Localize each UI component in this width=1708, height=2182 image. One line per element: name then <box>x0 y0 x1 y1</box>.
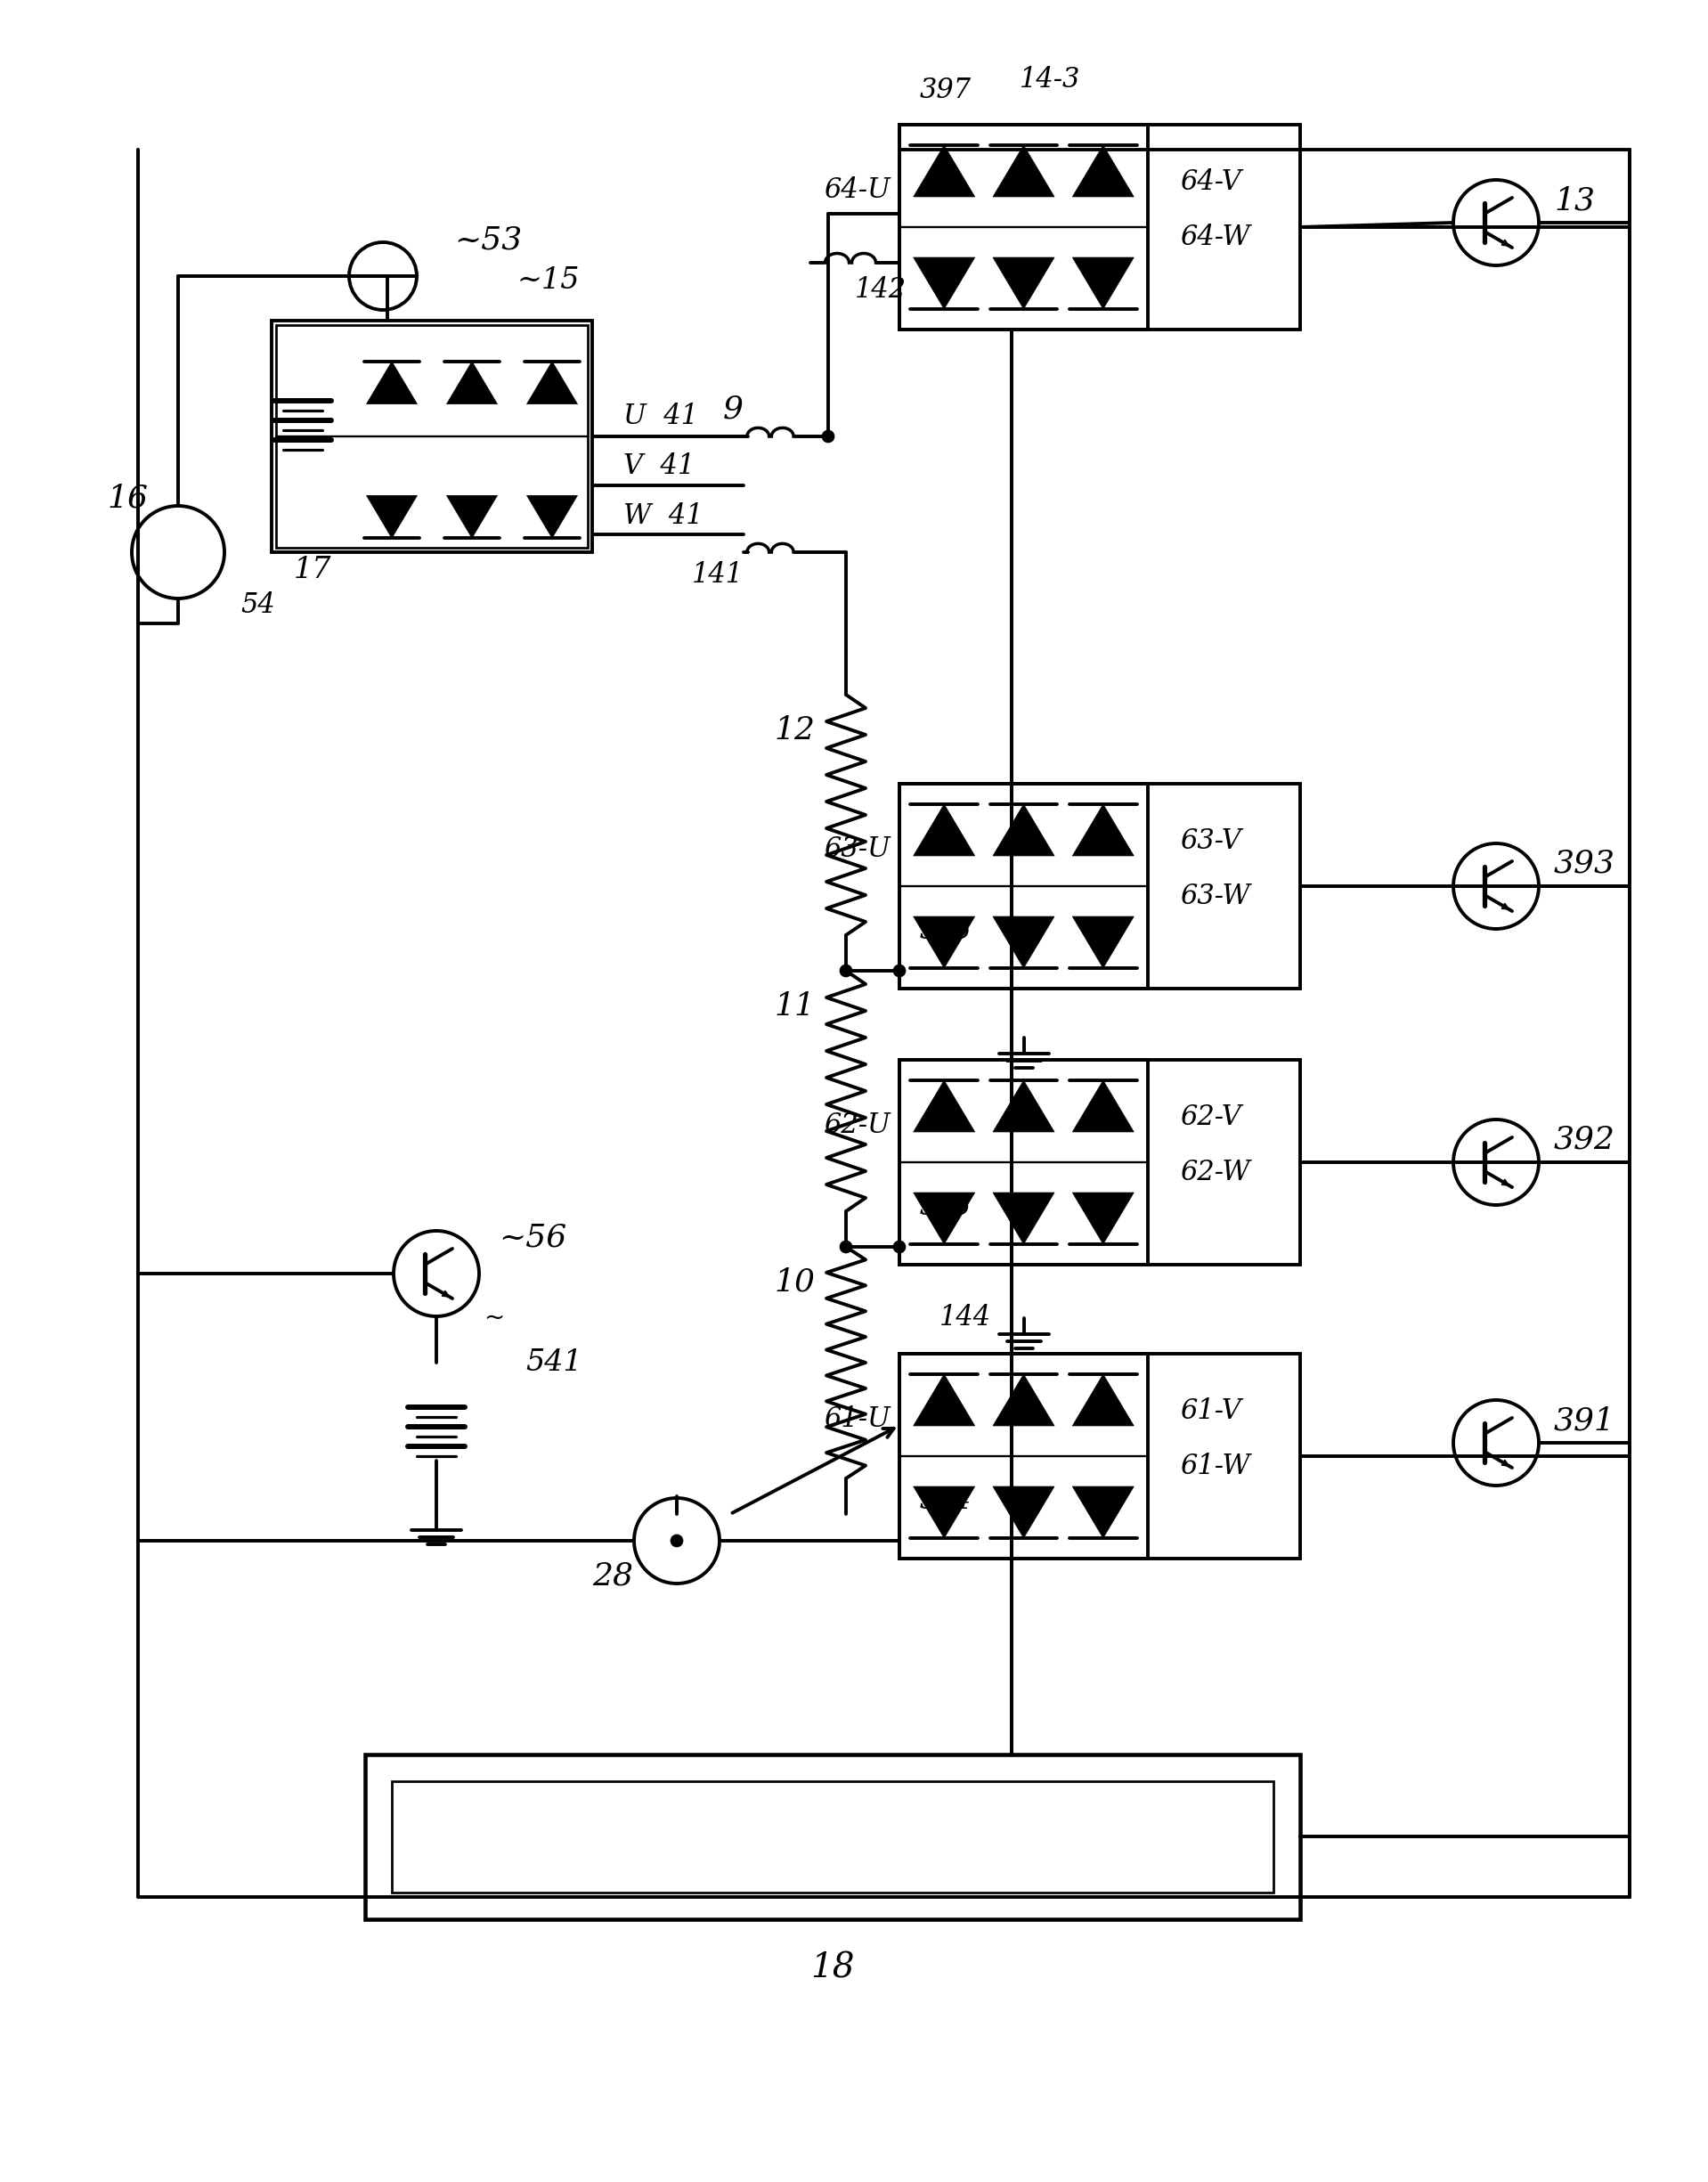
Polygon shape <box>914 1375 975 1425</box>
Bar <box>272 321 593 552</box>
Polygon shape <box>914 1080 975 1132</box>
Polygon shape <box>1073 1194 1134 1244</box>
Text: ~: ~ <box>483 1307 504 1331</box>
Bar <box>900 1353 1300 1558</box>
Polygon shape <box>367 362 417 404</box>
Polygon shape <box>1073 1486 1134 1538</box>
Polygon shape <box>992 1194 1054 1244</box>
Text: 61-V: 61-V <box>1180 1396 1242 1425</box>
Circle shape <box>348 242 417 310</box>
Bar <box>900 124 1148 329</box>
Polygon shape <box>1073 916 1134 969</box>
Circle shape <box>1454 844 1539 930</box>
Text: V  41: V 41 <box>623 452 695 480</box>
Polygon shape <box>446 495 497 539</box>
Text: 18: 18 <box>811 1951 854 1986</box>
Polygon shape <box>992 1486 1054 1538</box>
Polygon shape <box>1073 1080 1134 1132</box>
Polygon shape <box>1073 257 1134 310</box>
Polygon shape <box>992 1375 1054 1425</box>
Text: 12: 12 <box>774 716 815 746</box>
Polygon shape <box>1073 146 1134 196</box>
Polygon shape <box>914 257 975 310</box>
Circle shape <box>840 964 852 978</box>
Text: 394: 394 <box>919 1488 972 1514</box>
Text: 61-U: 61-U <box>823 1405 890 1434</box>
Text: 62-U: 62-U <box>823 1111 890 1139</box>
Polygon shape <box>992 1080 1054 1132</box>
Text: 9: 9 <box>722 395 743 425</box>
Text: 16: 16 <box>108 484 149 515</box>
Text: 396: 396 <box>919 916 972 945</box>
Bar <box>900 124 1300 329</box>
Text: 17: 17 <box>294 556 331 585</box>
Polygon shape <box>367 495 417 539</box>
Circle shape <box>132 506 224 598</box>
Text: 64-V: 64-V <box>1180 168 1242 196</box>
Text: 141: 141 <box>692 561 743 589</box>
Circle shape <box>1454 179 1539 266</box>
Text: 541: 541 <box>526 1348 582 1377</box>
Text: 54: 54 <box>241 591 275 620</box>
Text: ~53: ~53 <box>454 225 523 255</box>
Text: 11: 11 <box>774 991 815 1021</box>
Text: 142: 142 <box>856 275 907 303</box>
Bar <box>900 1060 1300 1266</box>
Bar <box>900 1353 1148 1558</box>
Circle shape <box>634 1499 719 1584</box>
Text: 62-V: 62-V <box>1180 1104 1242 1130</box>
Text: U  41: U 41 <box>623 404 699 430</box>
Bar <box>900 1060 1148 1266</box>
Circle shape <box>893 1242 905 1252</box>
Text: 391: 391 <box>1554 1405 1616 1436</box>
Text: 14-3: 14-3 <box>1020 65 1081 94</box>
Text: 393: 393 <box>1554 849 1616 879</box>
Polygon shape <box>992 257 1054 310</box>
Text: 28: 28 <box>593 1562 634 1591</box>
Polygon shape <box>914 1486 975 1538</box>
Text: 144: 144 <box>939 1305 991 1331</box>
Text: 63-U: 63-U <box>823 836 890 864</box>
Polygon shape <box>992 916 1054 969</box>
Text: 61-W: 61-W <box>1180 1453 1250 1479</box>
Bar <box>900 783 1148 988</box>
Polygon shape <box>526 362 577 404</box>
Circle shape <box>671 1534 683 1547</box>
Text: 10: 10 <box>774 1268 815 1298</box>
Bar <box>366 1754 1300 1920</box>
Text: 64-U: 64-U <box>823 177 890 205</box>
Text: 64-W: 64-W <box>1180 223 1250 251</box>
Polygon shape <box>914 1194 975 1244</box>
Text: 392: 392 <box>1554 1126 1616 1154</box>
Polygon shape <box>1073 1375 1134 1425</box>
Circle shape <box>1454 1401 1539 1486</box>
Text: ~56: ~56 <box>499 1222 567 1252</box>
Bar <box>277 325 588 548</box>
Polygon shape <box>914 916 975 969</box>
Text: ~15: ~15 <box>516 266 579 295</box>
Bar <box>900 783 1300 988</box>
Text: 13: 13 <box>1554 185 1595 216</box>
Text: 63-V: 63-V <box>1180 827 1242 855</box>
Circle shape <box>393 1231 480 1316</box>
Text: 395: 395 <box>919 1194 972 1222</box>
Polygon shape <box>992 805 1054 855</box>
Circle shape <box>893 964 905 978</box>
Polygon shape <box>992 146 1054 196</box>
Circle shape <box>840 1242 852 1252</box>
Polygon shape <box>526 495 577 539</box>
Text: 63-W: 63-W <box>1180 882 1250 910</box>
Polygon shape <box>1073 805 1134 855</box>
Circle shape <box>1454 1119 1539 1204</box>
Polygon shape <box>914 146 975 196</box>
Circle shape <box>822 430 835 443</box>
Text: 62-W: 62-W <box>1180 1159 1250 1187</box>
Text: W  41: W 41 <box>623 502 704 530</box>
Bar <box>391 1781 1274 1892</box>
Polygon shape <box>914 805 975 855</box>
Text: 397: 397 <box>919 76 972 105</box>
Polygon shape <box>446 362 497 404</box>
